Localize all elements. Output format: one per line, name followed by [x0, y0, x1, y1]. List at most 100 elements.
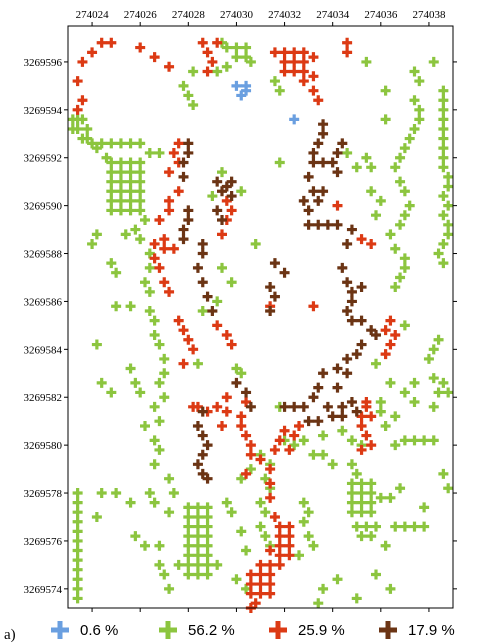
data-point [428, 435, 439, 446]
data-point [313, 382, 324, 393]
data-point [380, 85, 391, 96]
data-point [183, 559, 194, 570]
data-point [221, 406, 232, 417]
y-axis: 3269574 3269576 3269578 3269580 3269582 32695… [24, 57, 457, 596]
data-point [342, 306, 353, 317]
data-point [433, 248, 444, 259]
data-point [159, 368, 170, 379]
data-point [269, 291, 280, 302]
data-point [154, 339, 165, 350]
data-point [366, 411, 377, 422]
data-point [178, 224, 189, 235]
data-point [322, 219, 333, 230]
data-point [289, 401, 300, 412]
data-point [192, 531, 203, 542]
data-point [298, 195, 309, 206]
data-point [115, 205, 126, 216]
data-point [404, 200, 415, 211]
data-point [72, 564, 83, 575]
data-point [231, 80, 242, 91]
data-point [308, 85, 319, 96]
data-point [298, 56, 309, 67]
data-point [404, 133, 415, 144]
data-point [399, 435, 410, 446]
data-point [164, 205, 175, 216]
data-point [236, 186, 247, 197]
data-point [332, 147, 343, 158]
data-point [130, 531, 141, 542]
data-point [226, 507, 237, 518]
data-point [135, 167, 146, 178]
data-point [202, 559, 213, 570]
data-point [399, 253, 410, 264]
data-point [313, 598, 324, 609]
data-point [332, 574, 343, 585]
legend-marker [51, 621, 69, 639]
data-point [274, 521, 285, 532]
data-point [390, 162, 401, 173]
data-point [183, 511, 194, 522]
data-point [385, 377, 396, 388]
legend-marker [269, 621, 287, 639]
y-tick-label: 3269590 [24, 201, 63, 213]
data-point [375, 397, 386, 408]
data-point [140, 420, 150, 431]
data-point [337, 138, 348, 149]
data-point [438, 258, 449, 269]
data-point [135, 195, 146, 206]
data-point [212, 37, 223, 48]
data-point [414, 104, 425, 115]
data-point [289, 430, 300, 441]
series-2 [67, 37, 454, 609]
data-point [135, 138, 146, 149]
data-point [366, 478, 377, 489]
data-point [173, 186, 184, 197]
data-point [72, 516, 83, 527]
data-point [265, 306, 276, 317]
data-point [197, 238, 208, 249]
y-tick-label: 3269576 [24, 536, 63, 548]
data-point [337, 401, 348, 412]
data-point [318, 368, 329, 379]
data-point [221, 497, 232, 508]
data-point [332, 363, 343, 374]
data-point [332, 200, 343, 211]
data-point [255, 497, 266, 508]
data-point [188, 66, 199, 77]
data-point [308, 186, 319, 197]
data-point [438, 152, 449, 163]
data-point [125, 157, 136, 168]
data-point [284, 531, 295, 542]
data-point [135, 176, 146, 187]
data-point [192, 420, 203, 431]
data-point [135, 205, 146, 216]
data-point [298, 401, 309, 412]
data-point [202, 511, 213, 522]
data-point [197, 306, 208, 317]
data-point [231, 42, 242, 53]
data-point [140, 277, 150, 288]
data-point [356, 488, 367, 499]
data-point [207, 56, 218, 67]
data-point [154, 147, 165, 158]
data-point [443, 181, 454, 192]
y-tick-label: 3269588 [24, 249, 63, 261]
data-point [164, 167, 175, 178]
data-point [289, 56, 300, 67]
data-point [366, 507, 377, 518]
data-point [443, 200, 454, 211]
data-point [106, 138, 117, 149]
data-point [197, 277, 208, 288]
data-point [183, 334, 194, 345]
data-point [149, 459, 160, 470]
data-point [72, 583, 83, 594]
data-point [269, 258, 280, 269]
data-point [342, 147, 353, 158]
data-point [212, 66, 223, 77]
data-point [236, 411, 247, 422]
data-point [274, 540, 285, 551]
data-point [72, 555, 83, 566]
data-point [106, 167, 117, 178]
data-point [318, 449, 329, 460]
data-point [149, 52, 160, 63]
